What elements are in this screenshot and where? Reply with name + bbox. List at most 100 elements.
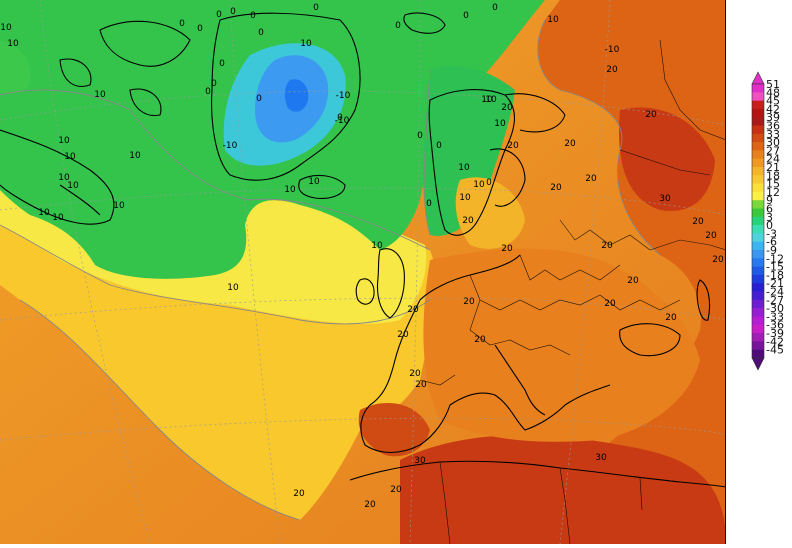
contour-value-label: 10 (371, 241, 383, 251)
coast-scandinavia (428, 89, 516, 236)
legend-tick-label: 0 (766, 219, 773, 232)
contour-value-label: 0 (337, 113, 343, 123)
contour-value-label: 20 (564, 139, 576, 149)
contour-value-label: 0 (463, 11, 469, 21)
contour-value-label: 0 (395, 21, 401, 31)
legend-tick-label: -6 (766, 236, 777, 249)
contour-value-label: 0 (211, 79, 217, 89)
legend-tick-label: 3 (766, 211, 773, 224)
contour-value-label: 20 (364, 500, 376, 510)
contour-value-label: -10 (223, 141, 238, 151)
coast-italy (494, 344, 546, 416)
legend-tick-label: -12 (766, 252, 784, 265)
legend-tick-label: 36 (766, 120, 780, 133)
contour-value-label: 30 (595, 453, 607, 463)
contour-value-label: 20 (665, 313, 677, 323)
contour-value-label: -10 (605, 45, 620, 55)
contour-value-label: 10 (129, 151, 141, 161)
contour-value-label: 10 (481, 95, 493, 105)
legend-tick-label: -9 (766, 244, 777, 257)
legend-tick-label: 33 (766, 128, 780, 141)
legend-tick-label: 6 (766, 203, 773, 216)
legend-swatch (752, 308, 764, 317)
contour-value-label: 10 (94, 90, 106, 100)
contour-value-label: 10 (58, 173, 70, 183)
legend-tick-label: 24 (766, 153, 780, 166)
legend-swatch (752, 316, 764, 325)
coast-north-africa (349, 460, 727, 488)
legend-tick-label: 21 (766, 161, 780, 174)
contour-value-label: 10 (38, 208, 50, 218)
legend-swatches (751, 71, 765, 371)
contour-value-label: 10 (7, 39, 19, 49)
field-hot-russia (619, 107, 715, 211)
legend-tick-label: 9 (766, 194, 773, 207)
contour-value-label: 20 (390, 485, 402, 495)
legend-tick-label: 48 (766, 86, 780, 99)
contour-value-label: 10 (547, 15, 559, 25)
legend-arrow-bottom (751, 357, 765, 371)
legend-swatch (752, 225, 764, 234)
contour-value-label: 0 (256, 94, 262, 104)
legend-swatch (752, 283, 764, 292)
contour-value-label: 10 (227, 283, 239, 293)
contour-value-label: 0 (230, 7, 236, 17)
legend-arrow-top (751, 71, 765, 85)
contour-value-label: 0 (492, 3, 498, 13)
contour-value-label: 10 (308, 177, 320, 187)
legend-frame (751, 83, 765, 359)
legend-swatch (752, 133, 764, 143)
contour-value-label: 10 (52, 213, 64, 223)
contour-value-label: 10 (64, 152, 76, 162)
legend-tick-label: -45 (766, 344, 784, 357)
contour-value-label: 0 (313, 3, 319, 13)
coast-britain (376, 248, 405, 319)
contour-value-label: 10 (458, 163, 470, 173)
field-hot-iberia (358, 402, 430, 457)
field-orange-europe (423, 248, 700, 442)
contour-value-label: 0 (219, 59, 225, 69)
legend-labels: 51484542393633302724211815129630-3-6-9-1… (766, 78, 784, 357)
legend-swatch (752, 200, 764, 209)
legend-swatch (752, 167, 764, 176)
contour-value-label: 0 (436, 141, 442, 151)
legend-swatch (752, 333, 764, 342)
contour-value-label: 10 (0, 23, 12, 33)
legend-tick-label: 15 (766, 178, 780, 191)
legend-tick-label: -24 (766, 286, 784, 299)
legend-swatch (752, 208, 764, 218)
coast-labrador (0, 129, 115, 225)
contour-value-label: -10 (335, 116, 350, 126)
contour-value-label: 10 (494, 119, 506, 129)
contour-value-label: 10 (485, 95, 497, 105)
contour-value-label: 20 (712, 255, 724, 265)
legend-swatch (752, 175, 764, 184)
contour-value-label: 20 (463, 297, 475, 307)
legend-swatch (752, 341, 764, 350)
legend-tick-label: 42 (766, 103, 780, 116)
legend-tick-label: -27 (766, 294, 784, 307)
contour-value-label: 30 (659, 194, 671, 204)
legend-swatch (752, 108, 764, 118)
contour-value-label: 20 (604, 299, 616, 309)
legend-tick-label: -39 (766, 327, 784, 340)
coast-ireland (355, 278, 375, 305)
contour-value-label: 20 (585, 174, 597, 184)
contour-value-label: 10 (473, 180, 485, 190)
coast-svalbard (403, 12, 446, 34)
legend-swatch (752, 183, 764, 193)
field-deep-blue-core (284, 79, 309, 112)
contour-value-label: 20 (409, 369, 421, 379)
contour-value-label: 0 (258, 28, 264, 38)
legend-swatch (752, 100, 764, 110)
contour-value-label: 10 (67, 181, 79, 191)
legend-tick-label: -18 (766, 269, 784, 282)
legend-tick-label: 51 (766, 78, 780, 91)
contour-value-label: 20 (397, 330, 409, 340)
coast-iceland (298, 174, 346, 199)
legend-swatch (752, 158, 764, 168)
legend-swatch (752, 92, 764, 101)
legend-swatch (752, 125, 764, 135)
contour-value-label: 30 (414, 456, 426, 466)
